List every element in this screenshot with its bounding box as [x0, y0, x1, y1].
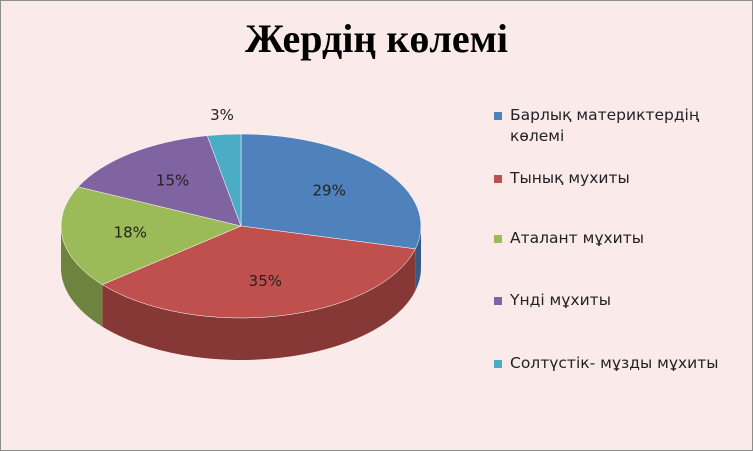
legend-item: Тынық мухиты [494, 168, 750, 189]
legend-label: Үнді мұхиты [510, 291, 611, 309]
legend-item: Үнді мұхиты [494, 290, 750, 311]
legend-label: Барлық материктердің көлемі [510, 106, 700, 145]
legend-label: Тынық мухиты [510, 169, 630, 187]
pie-area: 29% 35% 18% 15% 3% [60, 106, 422, 360]
legend-swatch [494, 112, 502, 120]
data-label: 29% [313, 182, 346, 200]
slice [60, 186, 242, 285]
slice [77, 135, 242, 227]
legend-swatch [494, 360, 502, 368]
slice-side [415, 226, 421, 291]
slice-side [61, 226, 103, 327]
legend-label: Солтүстік- мұзды мұхиты [510, 354, 719, 372]
slice-side [102, 248, 416, 360]
legend-item: Солтүстік- мұзды мұхиты [494, 353, 750, 374]
data-label: 35% [249, 272, 282, 290]
legend-swatch [494, 175, 502, 183]
slice [240, 133, 422, 250]
legend-item: Аталант мұхиты [494, 228, 750, 249]
legend-swatch [494, 297, 502, 305]
slice [101, 225, 416, 319]
data-label: 3% [210, 106, 234, 124]
legend-swatch [494, 235, 502, 243]
data-label: 18% [114, 224, 147, 242]
legend-item: Барлық материктердің көлемі [494, 105, 750, 147]
legend-label: Аталант мұхиты [510, 229, 645, 247]
data-label: 15% [156, 171, 189, 189]
slice [206, 133, 242, 227]
chart-title: Жердің көлемі [245, 16, 508, 61]
